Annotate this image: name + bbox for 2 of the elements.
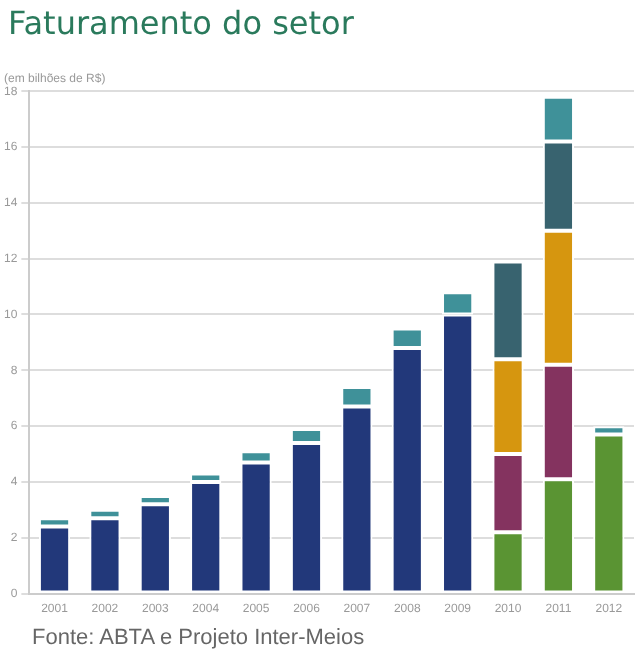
source-note: Fonte: ABTA e Projeto Inter-Meios — [32, 626, 365, 650]
chart-title: Faturamento do setor — [8, 4, 354, 42]
